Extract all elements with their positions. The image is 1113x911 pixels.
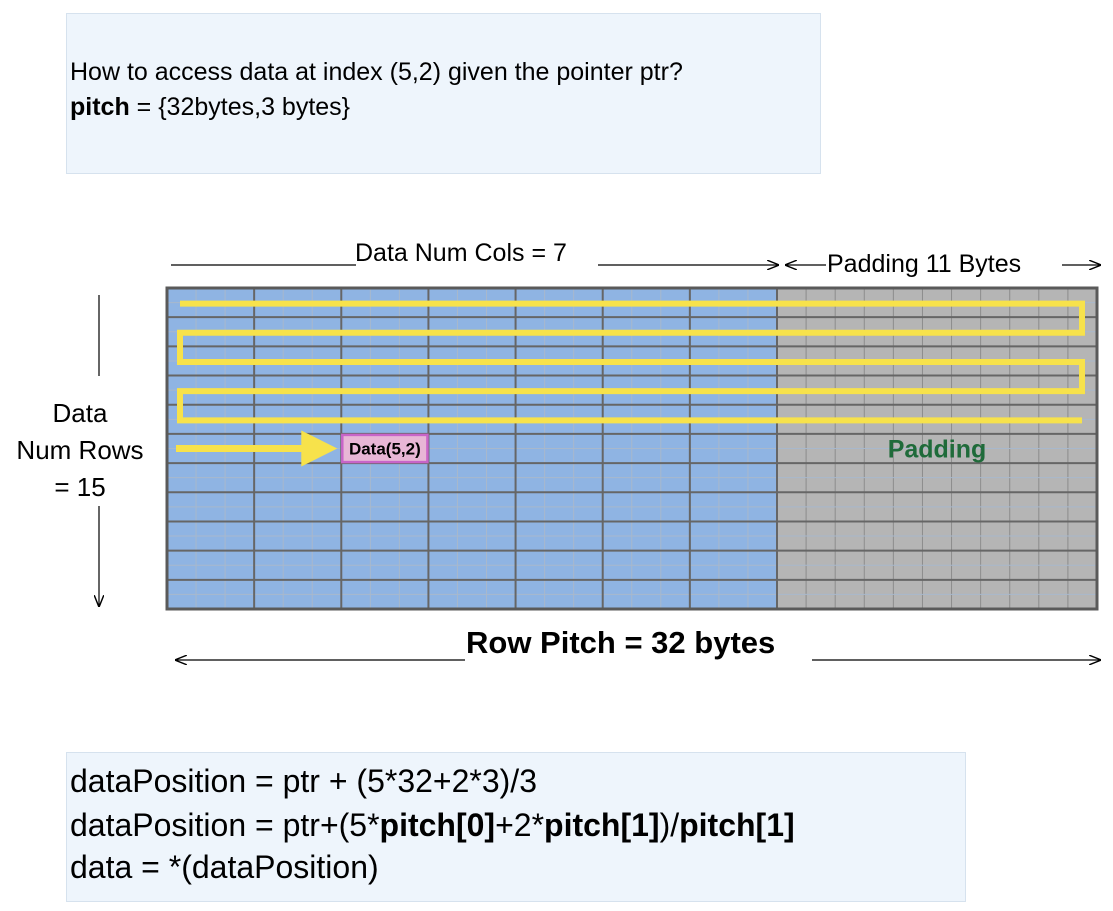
rows-label: Data Num Rows = 15 (0, 395, 160, 506)
formula-line2-a: dataPosition = ptr+(5* (70, 807, 380, 843)
formula-pitch1-divisor: pitch[1] (679, 807, 795, 843)
rows-label-line1: Data (52, 398, 108, 428)
grid-border (165, 286, 1099, 611)
traversal-path (177, 300, 1085, 424)
formula-line2: dataPosition = ptr+(5*pitch[0]+2*pitch[1… (70, 807, 795, 844)
formula-pitch0: pitch[0] (379, 807, 496, 843)
padding-region-label: Padding (888, 436, 987, 464)
question-text: How to access data at index (5,2) given … (70, 58, 683, 86)
cols-label: Data Num Cols = 7 (355, 239, 567, 267)
formula-line1: dataPosition = ptr + (5*32+2*3)/3 (70, 763, 537, 799)
formula-line3: data = *(dataPosition) (70, 849, 379, 885)
rows-label-line2: Num Rows (16, 435, 144, 465)
formula-pitch1: pitch[1] (544, 807, 660, 843)
target-cell (341, 433, 429, 464)
target-cell-label: Data(5,2) (349, 440, 421, 459)
pitch-keyword: pitch (70, 93, 130, 121)
padding-bytes-label: Padding 11 Bytes (827, 250, 1022, 278)
pitch-value: = {32bytes,3 bytes} (129, 93, 351, 121)
target-arrow-head (301, 430, 338, 467)
formula-line2-e: )/ (659, 807, 680, 843)
memory-grid: Data(5,2) Padding (165, 286, 1099, 611)
formula-box: dataPosition = ptr + (5*32+2*3)/3 dataPo… (66, 752, 966, 902)
question-box: How to access data at index (5,2) given … (66, 13, 821, 174)
row-pitch-label: Row Pitch = 32 bytes (466, 625, 776, 660)
pitch-line: pitch = {32bytes,3 bytes} (70, 93, 350, 122)
formula-line2-c: +2* (495, 807, 545, 843)
rows-label-line3: = 15 (54, 472, 106, 502)
